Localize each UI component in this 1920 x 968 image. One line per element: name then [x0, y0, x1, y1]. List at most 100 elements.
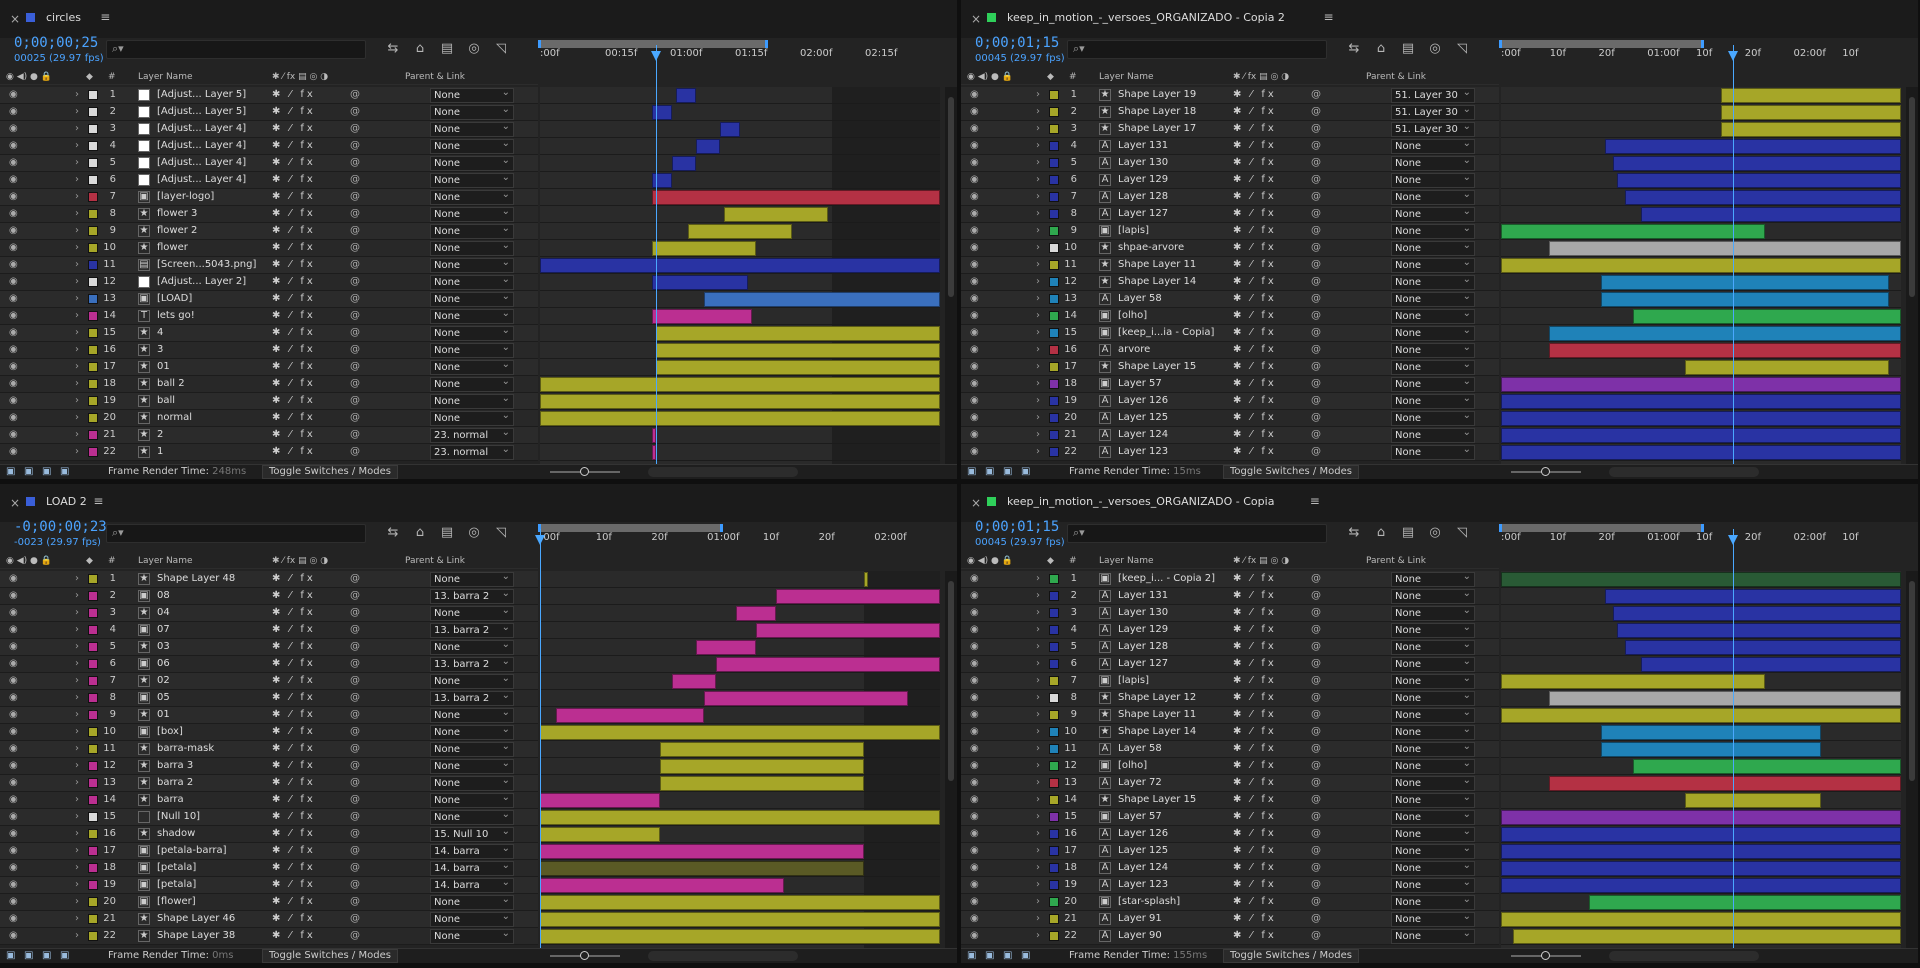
layer-duration-bar[interactable] [1633, 309, 1901, 324]
layer-row[interactable]: ◉ › 15 ▣ Layer 57 ✱ ⁄ fx @ None [961, 808, 1499, 826]
expand-caret-icon[interactable]: › [75, 412, 79, 423]
expand-caret-icon[interactable]: › [1036, 777, 1040, 788]
layer-name[interactable]: [Adjust... Layer 4] [157, 140, 247, 151]
layer-switches[interactable]: ✱ ⁄ fx [272, 446, 316, 457]
visibility-eye-icon[interactable]: ◉ [970, 174, 979, 185]
visibility-eye-icon[interactable]: ◉ [970, 140, 979, 151]
expand-caret-icon[interactable]: › [75, 259, 79, 270]
timeline-zoom-slider[interactable] [550, 951, 620, 960]
layer-switches[interactable]: ✱ ⁄ fx [272, 361, 316, 372]
parent-dropdown[interactable]: None [1391, 409, 1475, 426]
layer-name[interactable]: Layer 126 [1118, 395, 1169, 406]
layer-duration-bar[interactable] [688, 224, 792, 239]
expand-caret-icon[interactable]: › [1036, 913, 1040, 924]
layer-switches[interactable]: ✱ ⁄ fx [1233, 675, 1277, 686]
layer-name[interactable]: Layer 129 [1118, 624, 1169, 635]
layer-row[interactable]: ◉ › 19 ▣ [petala] ✱ ⁄ fx @14. barra [0, 876, 538, 894]
layer-duration-bar[interactable] [540, 912, 940, 927]
layer-row[interactable]: ◉ › 8 A Layer 127 ✱ ⁄ fx @ None [961, 205, 1499, 223]
layer-switches[interactable]: ✱ ⁄ fx [272, 157, 316, 168]
layer-name[interactable]: 04 [157, 607, 170, 618]
pickwhip-icon[interactable]: @ [350, 106, 360, 117]
expand-caret-icon[interactable]: › [1036, 845, 1040, 856]
layer-label-color[interactable] [1049, 727, 1059, 737]
layer-label-color[interactable] [1049, 710, 1059, 720]
visibility-eye-icon[interactable]: ◉ [9, 310, 18, 321]
expand-caret-icon[interactable]: › [75, 123, 79, 134]
layer-label-color[interactable] [88, 812, 98, 822]
layer-switches[interactable]: ✱ ⁄ fx [1233, 310, 1277, 321]
col-parent-link[interactable]: Parent & Link [405, 72, 465, 82]
layer-label-color[interactable] [1049, 277, 1059, 287]
layer-switches[interactable]: ✱ ⁄ fx [1233, 344, 1277, 355]
layer-duration-bar[interactable] [540, 793, 660, 808]
pickwhip-icon[interactable]: @ [1311, 590, 1321, 601]
layer-switches[interactable]: ✱ ⁄ fx [272, 743, 316, 754]
hide-shy-icon[interactable]: ▤ [440, 41, 454, 56]
layer-switches[interactable]: ✱ ⁄ fx [1233, 641, 1277, 652]
parent-dropdown[interactable]: 23. normal [430, 426, 514, 443]
layer-row[interactable]: ◉ › 19 ★ ball ✱ ⁄ fx @ None [0, 392, 538, 410]
layer-label-color[interactable] [88, 846, 98, 856]
layer-switches[interactable]: ✱ ⁄ fx [272, 208, 316, 219]
close-tab-icon[interactable]: × [971, 12, 982, 26]
visibility-eye-icon[interactable]: ◉ [9, 607, 18, 618]
comp-mini-icon[interactable]: ▣ [24, 950, 34, 961]
pickwhip-icon[interactable]: @ [1311, 709, 1321, 720]
layer-duration-bar[interactable] [1721, 88, 1901, 103]
pickwhip-icon[interactable]: @ [350, 743, 360, 754]
layer-switches[interactable]: ✱ ⁄ fx [272, 429, 316, 440]
panel-menu-icon[interactable]: ≡ [1309, 494, 1320, 508]
layer-duration-bar[interactable] [1641, 657, 1901, 672]
layer-duration-bar[interactable] [672, 674, 716, 689]
layer-label-color[interactable] [1049, 141, 1059, 151]
parent-dropdown[interactable]: 51. Layer 30 [1391, 87, 1475, 103]
current-time-indicator[interactable] [1733, 45, 1734, 464]
layer-duration-bar[interactable] [652, 428, 656, 443]
layer-switches[interactable]: ✱ ⁄ fx [1233, 106, 1277, 117]
graph-editor-icon[interactable]: ◹ [496, 41, 506, 56]
expand-caret-icon[interactable]: › [1036, 259, 1040, 270]
render-icon[interactable]: ▣ [967, 950, 977, 961]
layer-switches[interactable]: ✱ ⁄ fx [1233, 590, 1277, 601]
expand-caret-icon[interactable]: › [1036, 675, 1040, 686]
pickwhip-icon[interactable]: @ [350, 327, 360, 338]
layer-row[interactable]: ◉ › 1 ★ Shape Layer 48 ✱ ⁄ fx @ None [0, 571, 538, 588]
visibility-eye-icon[interactable]: ◉ [970, 208, 979, 219]
visibility-eye-icon[interactable]: ◉ [9, 811, 18, 822]
expand-caret-icon[interactable]: › [1036, 123, 1040, 134]
parent-dropdown[interactable]: None [1391, 757, 1475, 774]
layer-duration-bar[interactable] [1633, 759, 1901, 774]
horizontal-scrollbar[interactable] [648, 467, 798, 477]
visibility-eye-icon[interactable]: ◉ [970, 89, 979, 100]
layer-name[interactable]: Layer 131 [1118, 140, 1169, 151]
graph-editor-icon[interactable]: ◹ [496, 525, 506, 540]
expand-caret-icon[interactable]: › [75, 242, 79, 253]
pickwhip-icon[interactable]: @ [1311, 760, 1321, 771]
layer-label-color[interactable] [88, 795, 98, 805]
layer-duration-bar[interactable] [1501, 572, 1901, 587]
visibility-eye-icon[interactable]: ◉ [9, 845, 18, 856]
layer-label-color[interactable] [1049, 693, 1059, 703]
layer-name[interactable]: [Adjust... Layer 4] [157, 123, 247, 134]
layer-name[interactable]: [Adjust... Layer 4] [157, 157, 247, 168]
toggle-switches-modes-button[interactable]: Toggle Switches / Modes [262, 465, 398, 479]
hide-shy-icon[interactable]: ▤ [440, 525, 454, 540]
visibility-eye-icon[interactable]: ◉ [970, 344, 979, 355]
layer-label-color[interactable] [1049, 243, 1059, 253]
visibility-eye-icon[interactable]: ◉ [9, 225, 18, 236]
expand-caret-icon[interactable]: › [75, 726, 79, 737]
layer-label-color[interactable] [1049, 226, 1059, 236]
parent-dropdown[interactable]: None [1391, 689, 1475, 706]
expand-caret-icon[interactable]: › [75, 446, 79, 457]
layer-row[interactable]: ◉ › 12 [Adjust... Layer 2] ✱ ⁄ fx @ None [0, 273, 538, 291]
layer-row[interactable]: ◉ › 7 ★ 02 ✱ ⁄ fx @ None [0, 672, 538, 690]
layer-switches[interactable]: ✱ ⁄ fx [1233, 811, 1277, 822]
layer-name[interactable]: Layer 58 [1118, 743, 1162, 754]
expand-caret-icon[interactable]: › [1036, 378, 1040, 389]
layer-name[interactable]: Shape Layer 11 [1118, 259, 1197, 270]
pickwhip-icon[interactable]: @ [350, 242, 360, 253]
layer-label-color[interactable] [1049, 328, 1059, 338]
layer-label-color[interactable] [88, 124, 98, 134]
layer-name[interactable]: 07 [157, 624, 170, 635]
